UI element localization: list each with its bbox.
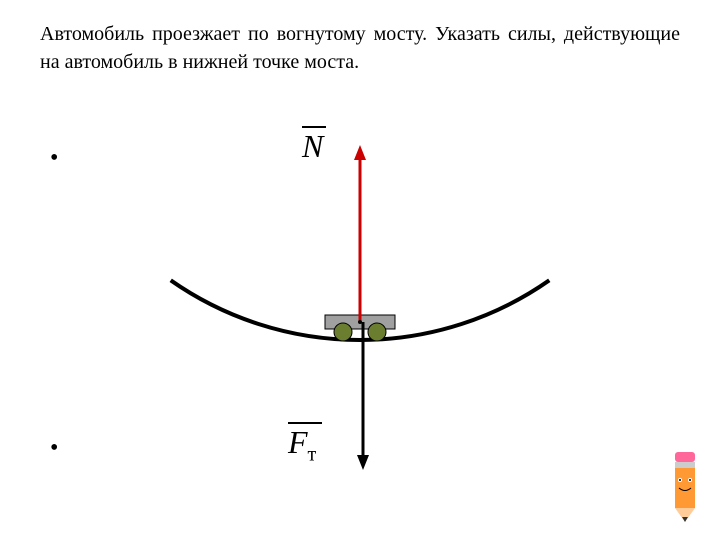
force-diagram [100, 100, 620, 500]
label-normal-force: N [302, 128, 323, 165]
bullet-1: • [50, 145, 58, 172]
label-ft-sub: т [308, 443, 317, 465]
label-n-text: N [302, 128, 323, 164]
vector-bar-n [302, 126, 326, 128]
problem-statement: Автомобиль проезжает по вогнутому мосту.… [40, 20, 680, 76]
label-ft-main: F [288, 424, 308, 460]
origin-dot [358, 320, 362, 324]
bullet-2: • [50, 435, 58, 462]
label-gravity-force: Fт [288, 424, 316, 466]
car-wheel-right [368, 323, 386, 341]
vector-ft-arrowhead [357, 455, 369, 470]
pencil-icon [660, 450, 710, 530]
vector-bar-ft [288, 422, 322, 424]
vector-n-arrowhead [354, 145, 366, 160]
car-wheel-left [334, 323, 352, 341]
